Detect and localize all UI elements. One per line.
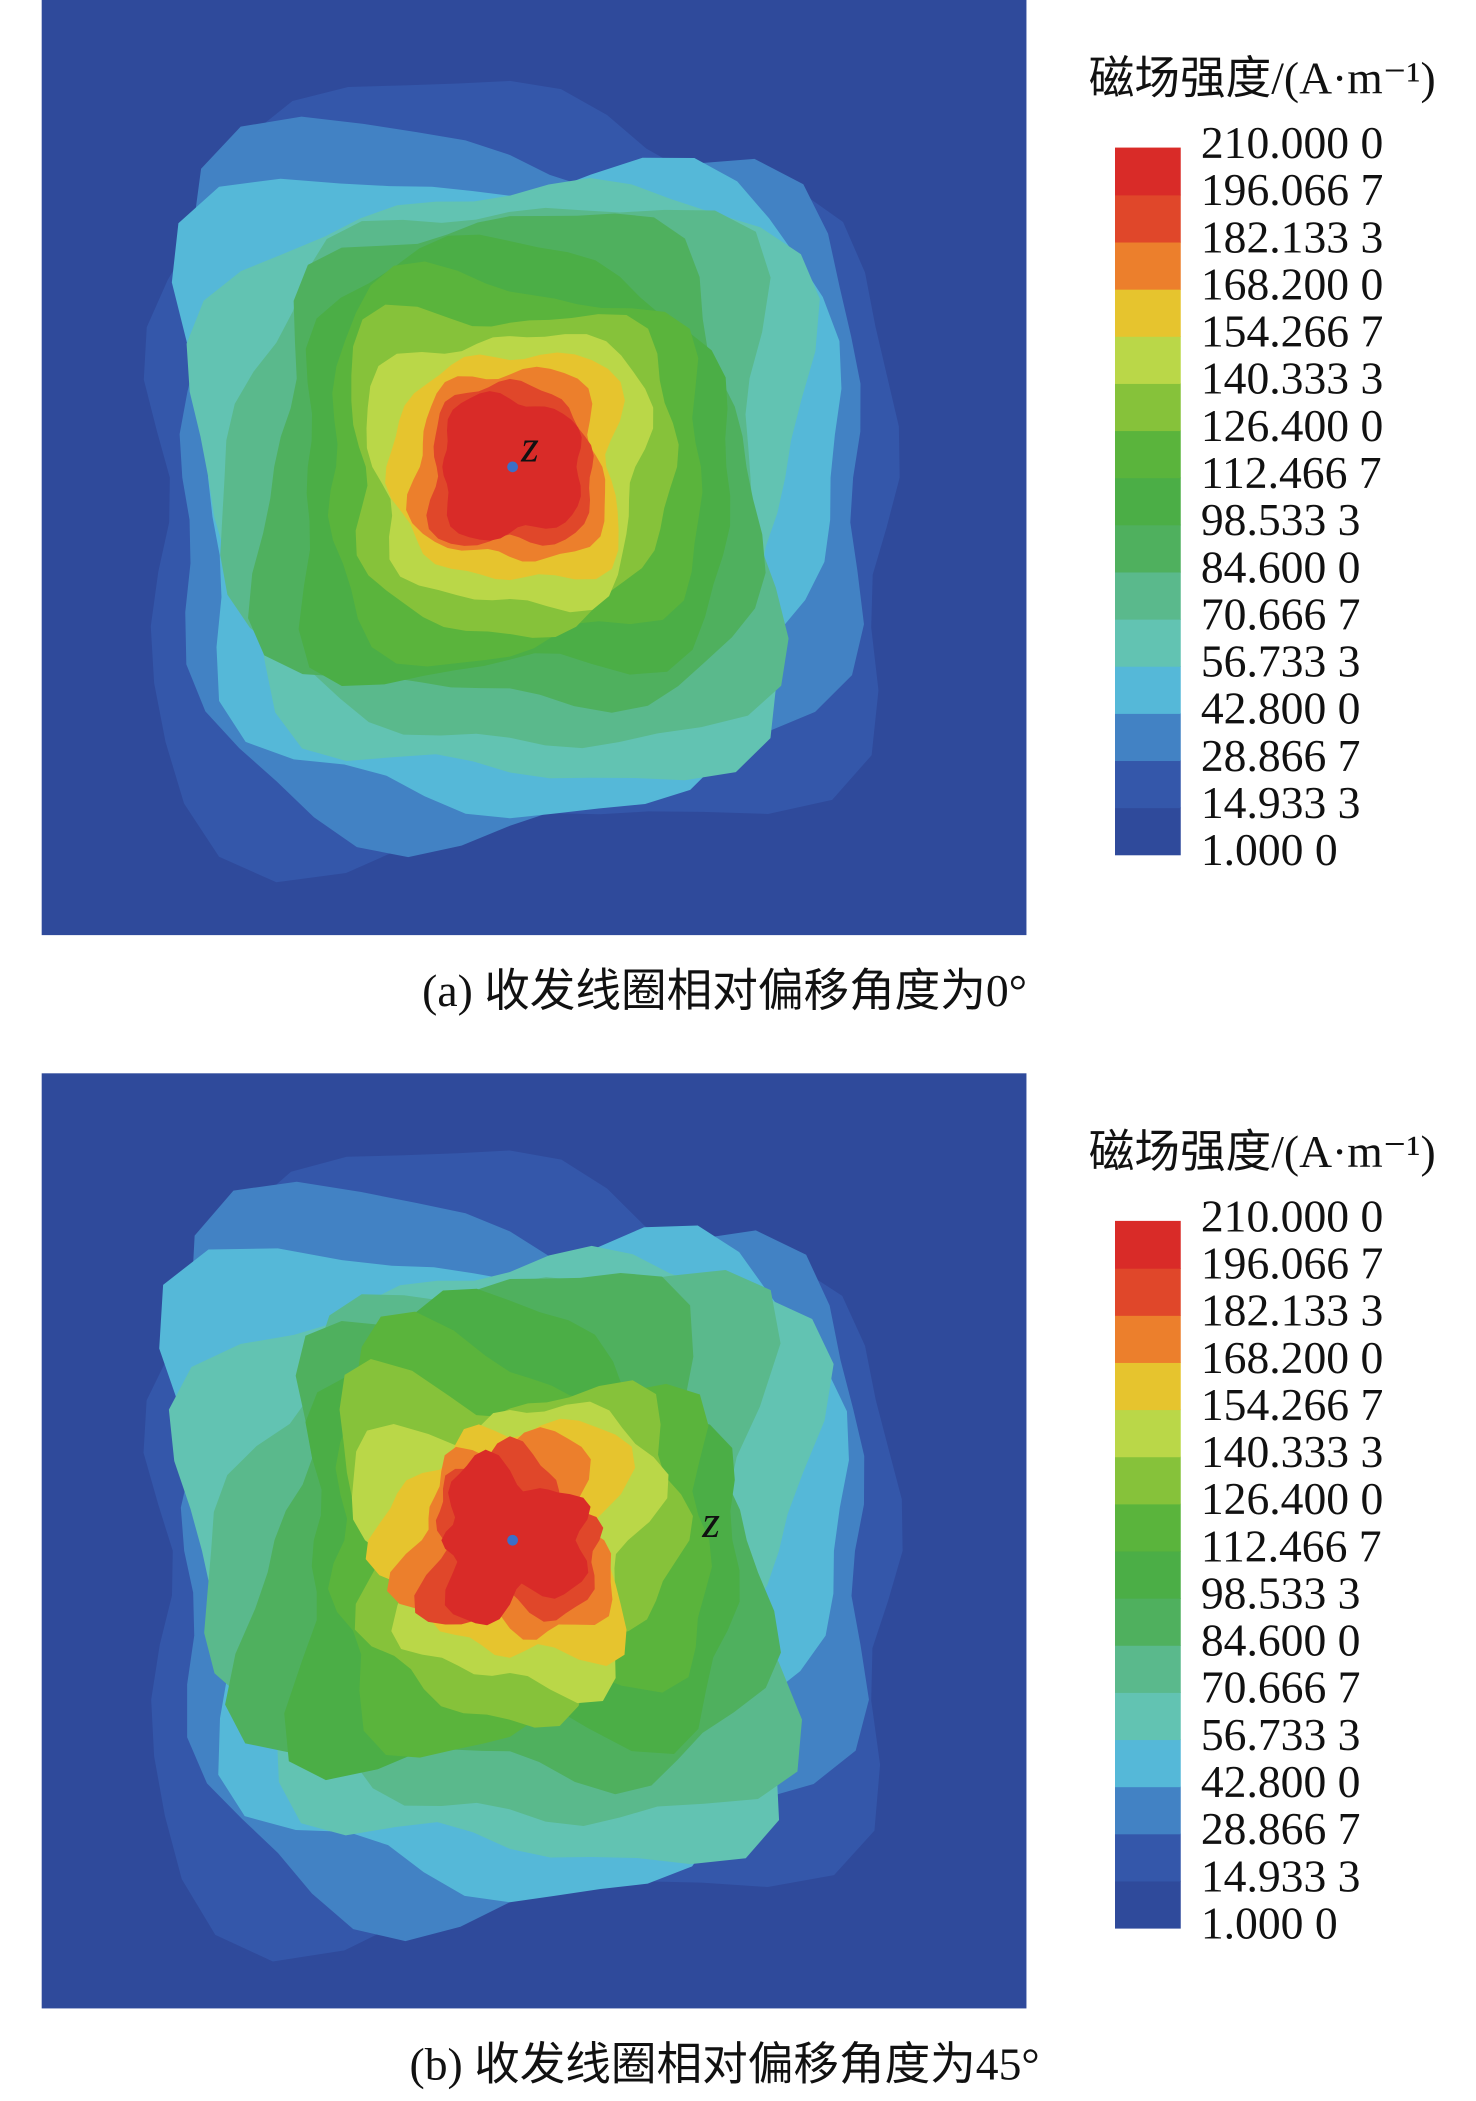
legend-label: 14.933 3 (1201, 777, 1361, 828)
legend-band (1114, 1268, 1181, 1316)
legend-label: 70.666 7 (1201, 588, 1361, 639)
annotation: z (701, 1496, 720, 1547)
legend-band (1114, 1409, 1181, 1458)
center-point (507, 461, 518, 473)
legend-title: 磁场强度/(A·m⁻¹) (1089, 1126, 1436, 1177)
legend-label: 196.066 7 (1201, 164, 1383, 215)
legend-band (1114, 1220, 1181, 1269)
contour-panel: z 磁场强度/(A·m⁻¹) 1.000 014.933 328.866 742.8… (41, 1073, 1436, 2089)
legend-band (1114, 1833, 1181, 1882)
legend-band (1114, 147, 1181, 196)
caption: (b) 收发线圈相对偏移角度为45° (410, 2038, 1040, 2089)
legend-label: 1.000 0 (1201, 824, 1338, 875)
legend-label: 112.466 7 (1201, 447, 1382, 498)
legend-label: 14.933 3 (1201, 1850, 1361, 1901)
legend-label: 140.333 3 (1201, 1426, 1383, 1477)
legend-band (1114, 194, 1181, 243)
legend-label: 182.133 3 (1201, 1285, 1383, 1336)
legend-label: 42.800 0 (1201, 683, 1361, 734)
legend-label: 126.400 0 (1201, 400, 1383, 451)
legend-band (1114, 1645, 1181, 1693)
legend-label: 56.733 3 (1201, 636, 1361, 687)
legend-band (1114, 666, 1181, 714)
legend-band (1114, 1456, 1181, 1505)
legend-label: 112.466 7 (1201, 1520, 1382, 1571)
legend-band (1114, 430, 1181, 479)
legend-band (1114, 618, 1181, 667)
legend-band (1114, 1786, 1181, 1835)
legend-band (1114, 1550, 1181, 1599)
legend-label: 182.133 3 (1201, 211, 1383, 262)
legend-label: 126.400 0 (1201, 1473, 1383, 1524)
legend-band (1114, 1315, 1181, 1363)
legend-label: 98.533 3 (1201, 494, 1361, 545)
center-point (507, 1534, 518, 1546)
legend-band (1114, 1503, 1181, 1552)
legend-label: 84.600 0 (1201, 1615, 1361, 1666)
legend-band (1114, 288, 1181, 337)
legend-band (1114, 383, 1181, 432)
legend-label: 42.800 0 (1201, 1756, 1361, 1807)
legend-label: 154.266 7 (1201, 306, 1383, 357)
legend-label: 210.000 0 (1201, 117, 1383, 168)
legend-label: 196.066 7 (1201, 1237, 1383, 1288)
legend-label: 154.266 7 (1201, 1379, 1383, 1430)
caption: (a) 收发线圈相对偏移角度为0° (422, 965, 1027, 1016)
legend-label: 98.533 3 (1201, 1567, 1361, 1618)
annotation: z (520, 420, 539, 471)
legend-label: 84.600 0 (1201, 541, 1361, 592)
legend-band (1114, 524, 1181, 573)
legend-label: 1.000 0 (1201, 1897, 1338, 1948)
legend-label: 28.866 7 (1201, 1803, 1361, 1854)
legend-band (1114, 1880, 1181, 1929)
legend-band (1114, 336, 1181, 384)
legend-band (1114, 477, 1181, 526)
legend-label: 70.666 7 (1201, 1662, 1361, 1713)
legend-title: 磁场强度/(A·m⁻¹) (1089, 53, 1436, 104)
legend-band (1114, 241, 1181, 290)
legend-label: 168.200 0 (1201, 258, 1383, 309)
legend-band (1114, 1597, 1181, 1646)
legend-label: 140.333 3 (1201, 353, 1383, 404)
legend-band (1114, 1739, 1181, 1788)
legend-label: 210.000 0 (1201, 1190, 1383, 1241)
legend-band (1114, 571, 1181, 620)
legend-band (1114, 1692, 1181, 1741)
legend-label: 168.200 0 (1201, 1332, 1383, 1383)
legend-band (1114, 713, 1181, 762)
legend-label: 56.733 3 (1201, 1709, 1361, 1760)
legend-label: 28.866 7 (1201, 730, 1361, 781)
legend-band (1114, 760, 1181, 809)
legend-band (1114, 807, 1181, 856)
contour-panel: z 磁场强度/(A·m⁻¹) 1.000 014.933 328.866 742.8… (41, 0, 1436, 1016)
legend-band (1114, 1362, 1181, 1411)
